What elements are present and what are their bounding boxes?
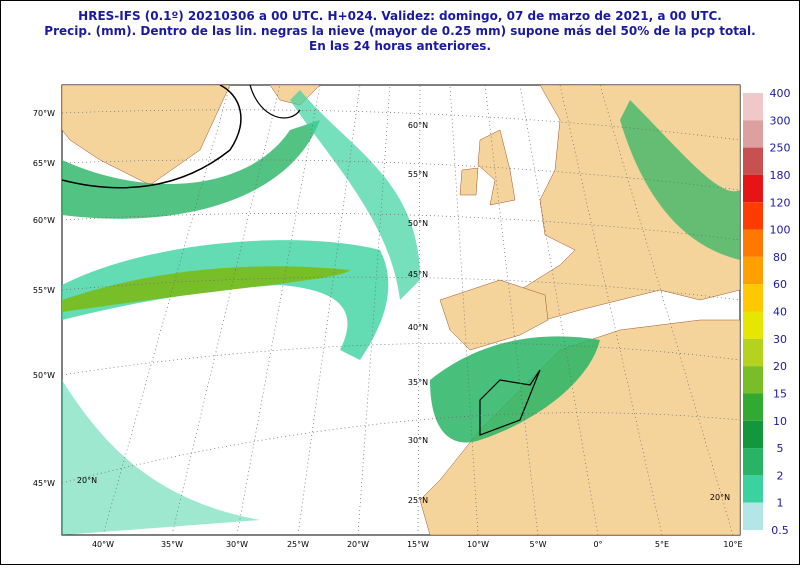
- title-line: HRES-IFS (0.1º) 20210306 a 00 UTC. H+024…: [78, 9, 722, 23]
- snow-line: [62, 85, 242, 189]
- lat-label: 25°N: [408, 496, 428, 505]
- lat-label: 35°N: [408, 378, 428, 387]
- colorbar-swatch: [743, 256, 763, 285]
- precip-band: [620, 100, 740, 260]
- colorbar-swatch: [743, 475, 763, 503]
- colorbar-swatch: [743, 284, 763, 312]
- colorbar-swatch: [743, 93, 763, 121]
- lat-label: 55°N: [408, 170, 428, 179]
- lat-label: 20°N: [77, 476, 97, 485]
- colorbar-swatch: [743, 338, 763, 367]
- precip-band: [290, 90, 420, 300]
- lat-label: 60°N: [408, 121, 428, 130]
- colorbar-label: 40: [773, 306, 787, 319]
- colorbar-label: 0.5: [771, 524, 789, 537]
- bottom-label: 5°W: [530, 540, 547, 549]
- bottom-label: 25°W: [287, 540, 309, 549]
- map: [61, 84, 741, 536]
- colorbar-label: 180: [770, 169, 791, 182]
- precip-core: [62, 266, 350, 312]
- left-label: 55°W: [33, 286, 55, 295]
- colorbar-label: 100: [770, 224, 791, 237]
- bottom-label: 40°W: [92, 540, 114, 549]
- colorbar-swatch: [743, 202, 763, 230]
- bottom-label: 10°W: [467, 540, 489, 549]
- colorbar-swatch: [743, 420, 763, 449]
- colorbar-swatch: [743, 366, 763, 394]
- bottom-label: 10°E: [723, 540, 742, 549]
- colorbar-label: 30: [773, 333, 787, 346]
- lat-label: 50°N: [408, 219, 428, 228]
- colorbar-label: 250: [770, 142, 791, 155]
- colorbar-swatch: [743, 393, 763, 421]
- title-line: Precip. (mm). Dentro de las lin. negras …: [44, 24, 755, 38]
- left-label: 50°W: [33, 371, 55, 380]
- bottom-label: 20°W: [347, 540, 369, 549]
- lat-label: 30°N: [408, 436, 428, 445]
- graticule: [62, 85, 740, 535]
- left-label: 60°W: [33, 216, 55, 225]
- colorbar-label: 5: [777, 442, 784, 455]
- left-label: 65°W: [33, 159, 55, 168]
- colorbar-label: 1: [777, 497, 784, 510]
- colorbar-swatch: [743, 448, 763, 476]
- colorbar-label: 20: [773, 360, 787, 373]
- iberia: [439, 279, 549, 351]
- colorbar-label: 15: [773, 387, 787, 400]
- colorbar-label: 2: [777, 469, 784, 482]
- colorbar-label: 120: [770, 196, 791, 209]
- title-line: En las 24 horas anteriores.: [309, 39, 491, 53]
- colorbar-label: 10: [773, 415, 787, 428]
- bottom-label: 30°W: [226, 540, 248, 549]
- colorbar-swatch: [743, 229, 763, 257]
- lat-label: 20°N: [710, 493, 730, 502]
- colorbar-label: 400: [770, 87, 791, 100]
- bottom-label: 15°W: [407, 540, 429, 549]
- colorbar-label: 300: [770, 114, 791, 127]
- colorbar-label: 60: [773, 278, 787, 291]
- bottom-label: 0°: [593, 540, 602, 549]
- colorbar-swatch: [743, 311, 763, 339]
- colorbar-label: 80: [773, 251, 787, 264]
- snow-line: [249, 85, 541, 436]
- colorbar: 400 300 250 180 120 100 80 60 40 30 20 15 10 5 2 1 0.5: [743, 87, 791, 537]
- colorbar-swatch: [743, 120, 763, 148]
- british-isles: [459, 129, 516, 206]
- colorbar-swatch: [743, 502, 763, 530]
- lat-label: 40°N: [408, 323, 428, 332]
- precip-band: [62, 380, 260, 535]
- precip-band: [62, 120, 320, 219]
- left-label: 45°W: [33, 479, 55, 488]
- left-label: 70°W: [33, 109, 55, 118]
- lat-label: 45°N: [408, 270, 428, 279]
- colorbar-swatch: [743, 174, 763, 203]
- bottom-label: 5°E: [655, 540, 669, 549]
- colorbar-swatch: [743, 147, 763, 175]
- bottom-label: 35°W: [161, 540, 183, 549]
